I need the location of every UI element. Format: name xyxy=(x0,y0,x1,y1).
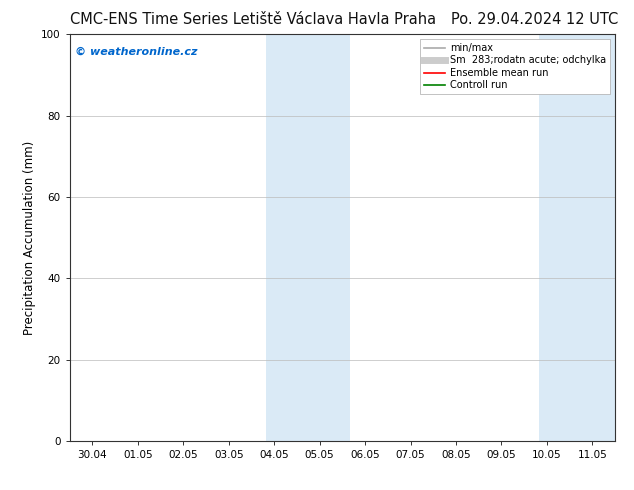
Y-axis label: Precipitation Accumulation (mm): Precipitation Accumulation (mm) xyxy=(23,141,36,335)
Legend: min/max, Sm  283;rodatn acute; odchylka, Ensemble mean run, Controll run: min/max, Sm 283;rodatn acute; odchylka, … xyxy=(420,39,610,94)
Bar xyxy=(266,34,350,441)
Text: CMC-ENS Time Series Letiště Václava Havla Praha: CMC-ENS Time Series Letiště Václava Havl… xyxy=(70,12,436,27)
Bar xyxy=(539,34,615,441)
Text: © weatheronline.cz: © weatheronline.cz xyxy=(75,47,198,56)
Text: Po. 29.04.2024 12 UTC: Po. 29.04.2024 12 UTC xyxy=(451,12,618,27)
